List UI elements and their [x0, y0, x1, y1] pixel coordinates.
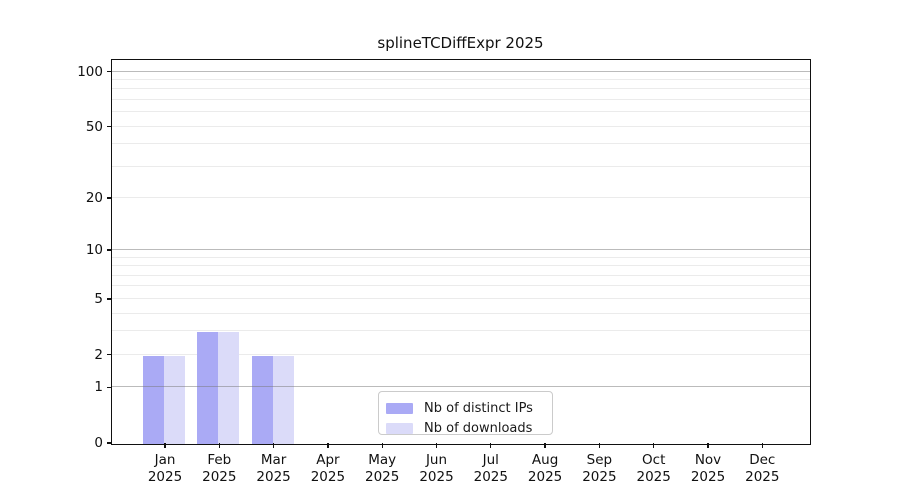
- gridline-minor: [112, 274, 810, 276]
- y-axis-tick: [107, 442, 112, 444]
- gridline-minor: [112, 312, 810, 314]
- x-tick-label: Mar 2025: [256, 452, 291, 485]
- y-tick-label: 20: [85, 190, 103, 207]
- y-axis-tick: [107, 70, 112, 73]
- gridline-minor: [112, 256, 810, 258]
- y-axis-tick: [107, 249, 112, 251]
- x-axis-tick: [598, 443, 601, 448]
- bar-downloads-jan: [164, 355, 185, 444]
- y-tick-label: 5: [94, 290, 103, 307]
- y-axis-tick: [107, 298, 112, 300]
- gridline-minor: [112, 125, 810, 127]
- gridline-minor: [112, 79, 810, 81]
- x-axis-tick: [653, 443, 655, 448]
- plot-area: [111, 59, 811, 445]
- x-tick-label: Jun 2025: [419, 452, 454, 485]
- bars-layer: [112, 60, 810, 444]
- x-tick-label: Feb 2025: [202, 452, 237, 485]
- gridline-major: [112, 386, 810, 388]
- bar-downloads-mar: [272, 355, 294, 444]
- gridline-major: [112, 249, 810, 251]
- x-axis-tick: [544, 443, 546, 448]
- bar-ips-feb: [197, 332, 219, 444]
- x-tick-label: Sep 2025: [582, 452, 617, 485]
- legend-label: Nb of downloads: [424, 420, 533, 436]
- x-tick-label: May 2025: [365, 452, 400, 485]
- x-tick-label: Nov 2025: [690, 452, 726, 485]
- y-tick-label: 1: [94, 379, 103, 396]
- x-axis-tick: [218, 443, 220, 448]
- y-tick-label: 100: [77, 63, 103, 80]
- x-axis-tick: [272, 443, 275, 448]
- x-axis-tick: [707, 443, 709, 448]
- gridline-minor: [112, 197, 810, 199]
- y-axis-tick: [107, 353, 112, 356]
- x-axis-tick: [164, 443, 166, 448]
- gridline-minor: [112, 143, 810, 145]
- x-tick-label: Aug 2025: [527, 452, 563, 485]
- x-axis-tick: [435, 443, 438, 448]
- gridline-minor: [112, 353, 810, 355]
- bar-ips-jan: [143, 355, 164, 444]
- y-axis-tick: [107, 386, 112, 388]
- gridline-minor: [112, 165, 810, 167]
- y-tick-label: 0: [94, 435, 103, 451]
- legend-swatch-ips: [386, 402, 413, 414]
- y-axis-tick: [107, 197, 112, 199]
- x-axis-tick: [327, 443, 329, 448]
- y-tick-label: 10: [85, 242, 103, 259]
- x-axis-tick: [490, 443, 492, 448]
- x-tick-label: Apr 2025: [310, 452, 346, 485]
- major-gridlines-layer: [112, 60, 810, 444]
- legend-item-downloads: Nb of downloads: [379, 418, 552, 438]
- x-axis-tick: [761, 443, 763, 448]
- x-tick-label: Dec 2025: [745, 452, 780, 485]
- bar-ips-mar: [251, 355, 273, 444]
- minor-gridlines-layer: [112, 60, 810, 444]
- y-tick-label: 50: [85, 118, 103, 135]
- y-tick-label: 2: [94, 346, 103, 363]
- gridline-minor: [112, 265, 810, 267]
- legend-item-distinct-ips: Nb of distinct IPs: [379, 398, 552, 418]
- chart-title: splineTCDiffExpr 2025: [377, 34, 544, 52]
- x-tick-label: Jul 2025: [473, 452, 508, 485]
- bar-downloads-feb: [218, 332, 240, 444]
- x-tick-label: Oct 2025: [636, 452, 671, 485]
- gridline-minor: [112, 111, 810, 113]
- x-axis-tick: [381, 443, 383, 448]
- x-tick-label: Jan 2025: [147, 452, 183, 485]
- gridline-minor: [112, 297, 810, 299]
- y-axis-tick: [107, 125, 112, 128]
- gridline-major: [112, 70, 810, 72]
- gridline-minor: [112, 285, 810, 287]
- gridline-minor: [112, 330, 810, 332]
- legend-box: Nb of distinct IPs Nb of downloads: [378, 391, 553, 438]
- gridline-minor: [112, 99, 810, 100]
- legend-label: Nb of distinct IPs: [424, 400, 533, 416]
- gridline-minor: [112, 88, 810, 90]
- legend-swatch-downloads: [386, 422, 413, 434]
